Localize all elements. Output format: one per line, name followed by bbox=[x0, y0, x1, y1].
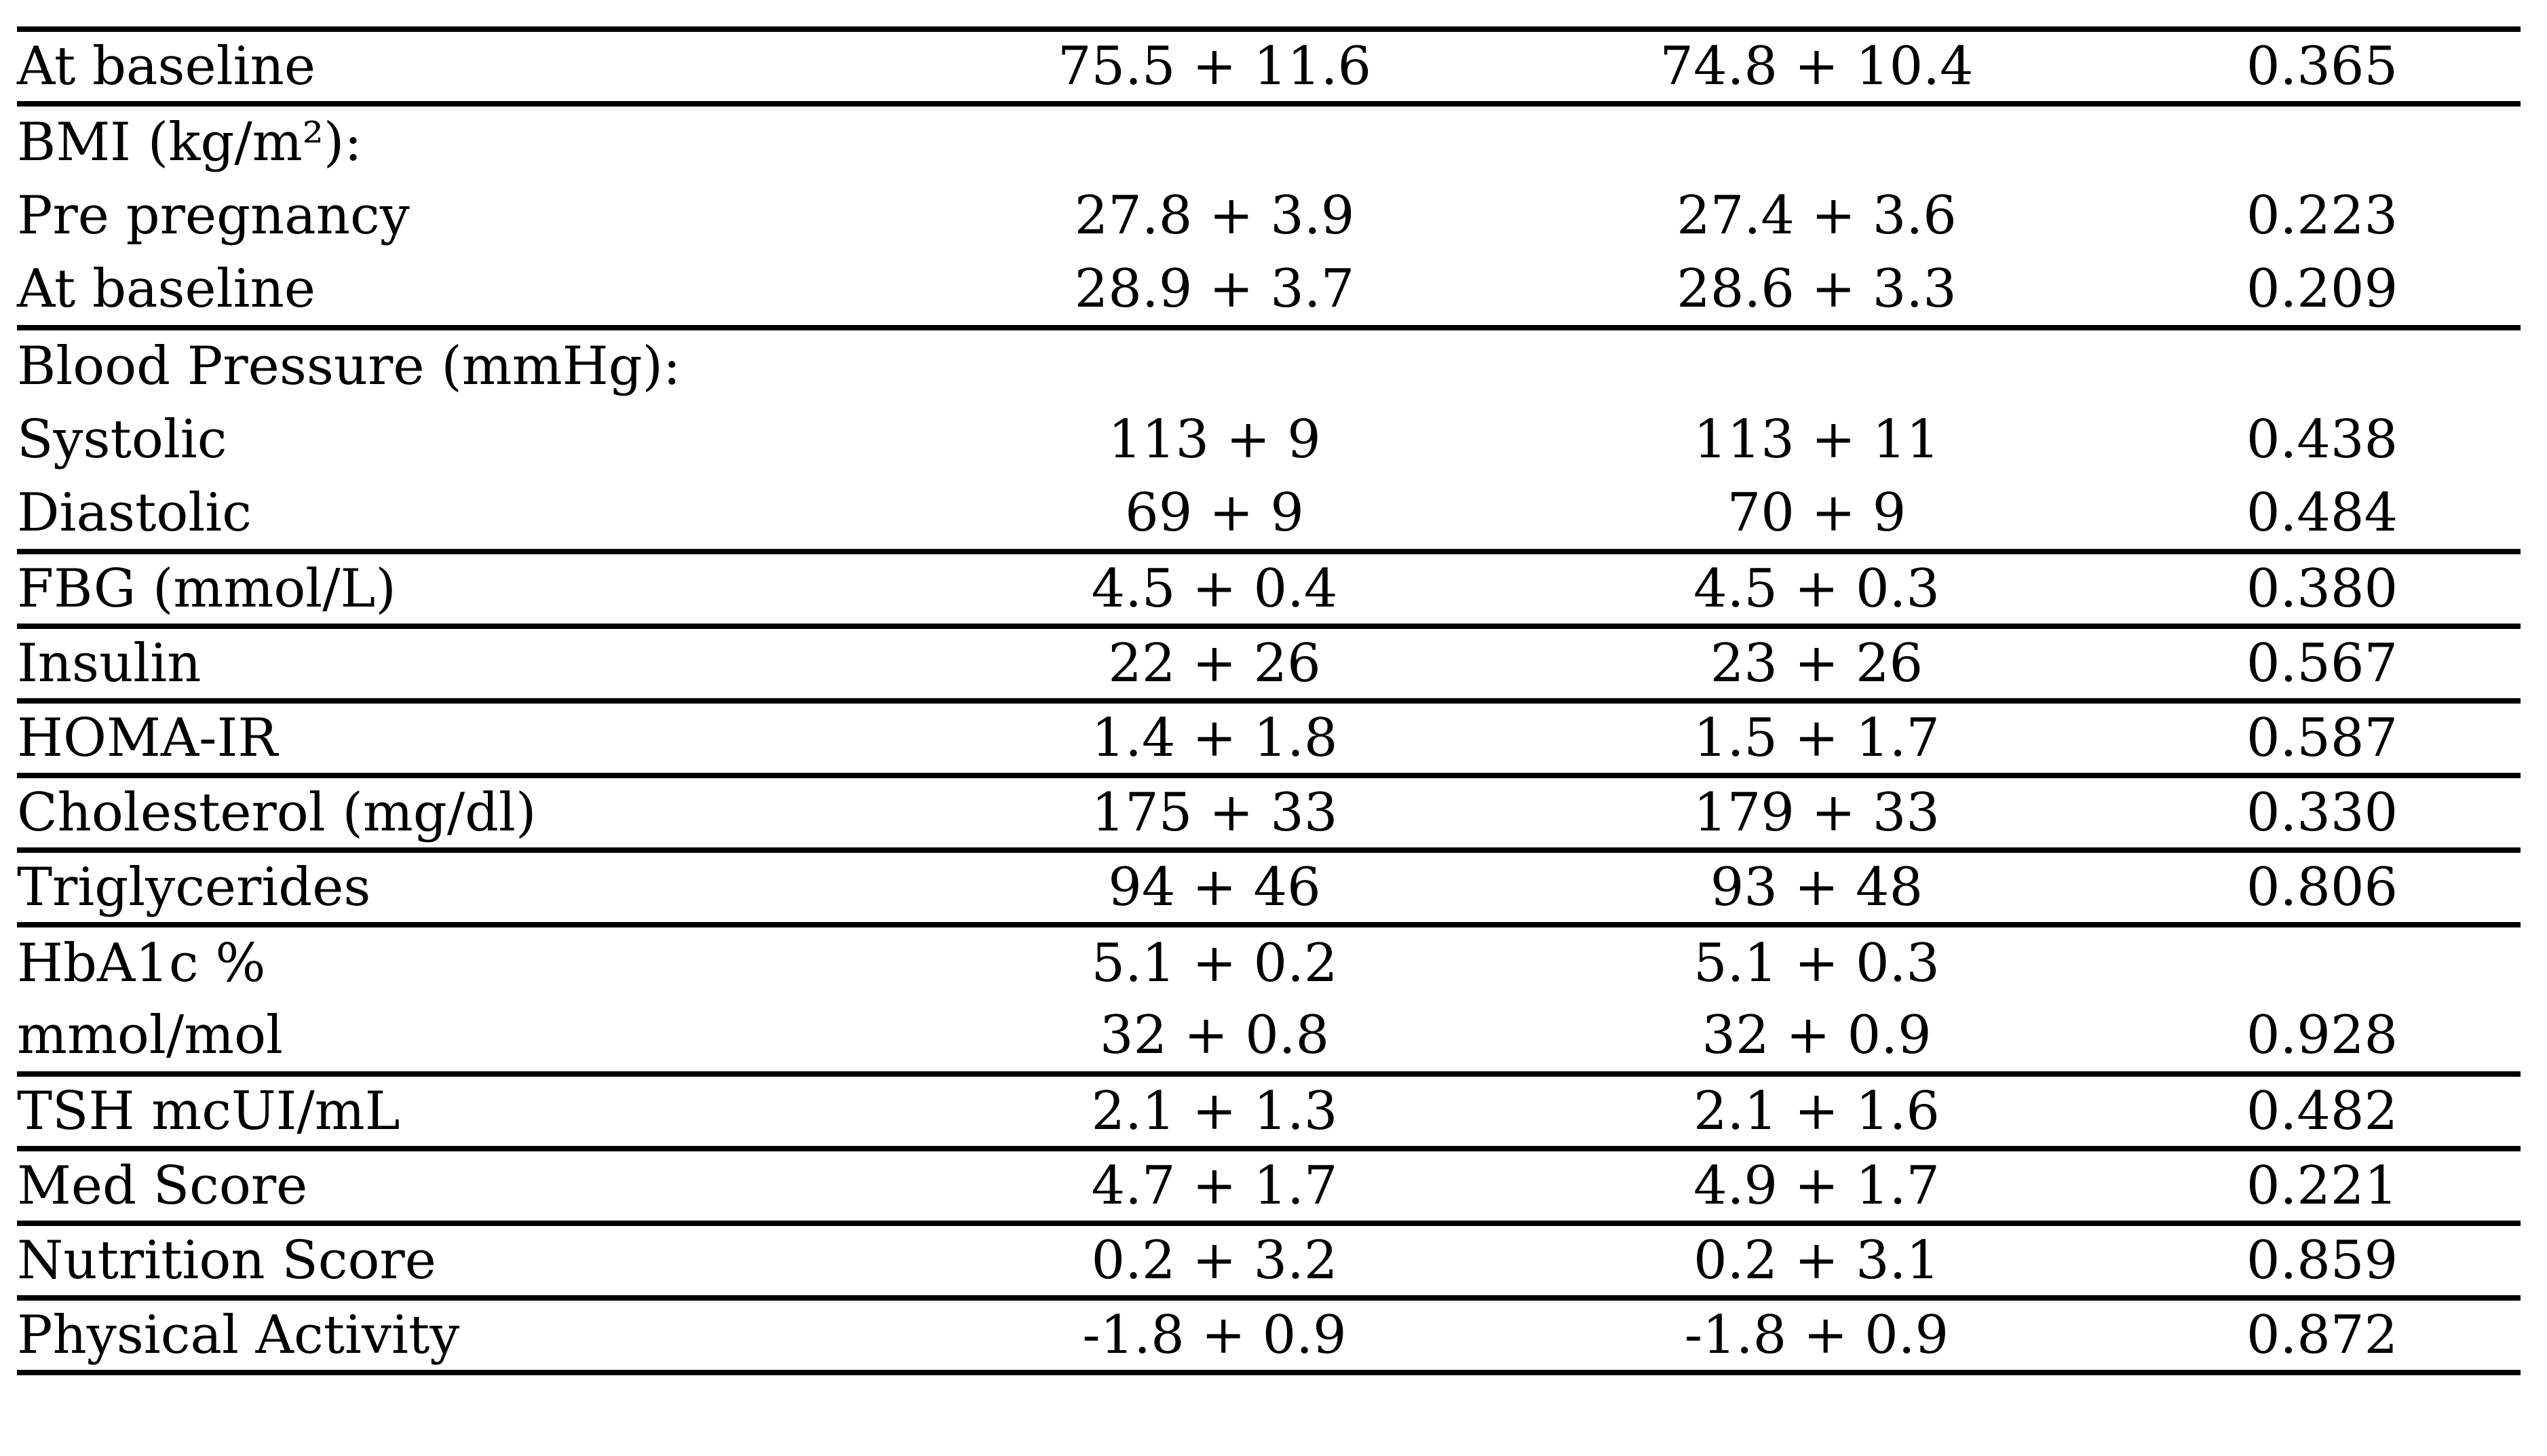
group2-value: 74.8 + 10.4 bbox=[1660, 36, 1974, 97]
parameter-label: Insulin bbox=[17, 624, 919, 701]
group2-value: 2.1 + 1.6 bbox=[1510, 1071, 2124, 1149]
group1-value bbox=[919, 101, 1510, 178]
table-row: Nutrition Score 0.2 + 3.2 0.2 + 3.1 0.85… bbox=[17, 1221, 2521, 1298]
group1-value: 32 + 0.8 bbox=[1099, 1005, 1330, 1066]
group2-value: 70 + 9 bbox=[1727, 482, 1907, 543]
parameter-label: At baseline bbox=[17, 36, 316, 97]
table-row-section-header: Blood Pressure (mmHg): bbox=[17, 325, 2521, 402]
table-row: Insulin 22 + 26 23 + 26 0.567 bbox=[17, 624, 2521, 701]
parameter-label: Triglycerides bbox=[17, 847, 919, 925]
p-value: 0.209 bbox=[2246, 258, 2398, 320]
group1-value: 94 + 46 bbox=[919, 847, 1510, 925]
table-row: FBG (mmol/L) 4.5 + 0.4 4.5 + 0.3 0.380 bbox=[17, 549, 2521, 626]
parameter-label: mmol/mol bbox=[17, 1005, 283, 1066]
p-value: 0.928 bbox=[2246, 1005, 2398, 1066]
table-row: At baseline 28.9 + 3.7 28.6 + 3.3 0.209 bbox=[17, 253, 2521, 328]
group2-value: 27.4 + 3.6 bbox=[1677, 185, 1957, 246]
group2-value: 23 + 26 bbox=[1510, 624, 2124, 701]
group2-value: 93 + 48 bbox=[1510, 847, 2124, 925]
table-row: At baseline 75.5 + 11.6 74.8 + 10.4 0.36… bbox=[17, 29, 2521, 104]
p-value: 0.587 bbox=[2124, 698, 2521, 775]
p-value: 0.380 bbox=[2124, 549, 2521, 626]
group1-value: -1.8 + 0.9 bbox=[919, 1295, 1510, 1373]
parameter-label: Physical Activity bbox=[17, 1295, 919, 1373]
parameter-label: Nutrition Score bbox=[17, 1221, 919, 1298]
parameter-label: TSH mcUI/mL bbox=[17, 1071, 919, 1149]
parameter-label: HOMA-IR bbox=[17, 698, 919, 775]
group1-value: 75.5 + 11.6 bbox=[1057, 36, 1372, 97]
table-row: HbA1c % 5.1 + 0.2 5.1 + 0.3 bbox=[17, 922, 2521, 999]
p-value: 0.806 bbox=[2124, 847, 2521, 925]
group2-value: 4.5 + 0.3 bbox=[1510, 549, 2124, 626]
group2-value: 1.5 + 1.7 bbox=[1510, 698, 2124, 775]
p-value: 0.438 bbox=[2246, 409, 2398, 470]
parameter-label: Med Score bbox=[17, 1146, 919, 1223]
group2-value: 0.2 + 3.1 bbox=[1510, 1221, 2124, 1298]
p-value: 0.482 bbox=[2124, 1071, 2521, 1149]
group1-value: 0.2 + 3.2 bbox=[919, 1221, 1510, 1298]
table-row: Pre pregnancy 27.8 + 3.9 27.4 + 3.6 0.22… bbox=[17, 178, 2521, 253]
table-row: Systolic 113 + 9 113 + 11 0.438 bbox=[17, 402, 2521, 477]
group1-value: 1.4 + 1.8 bbox=[919, 698, 1510, 775]
p-value: 0.221 bbox=[2124, 1146, 2521, 1223]
p-value: 0.330 bbox=[2124, 773, 2521, 850]
p-value: 0.223 bbox=[2246, 185, 2398, 246]
group2-value: 5.1 + 0.3 bbox=[1510, 922, 2124, 999]
p-value: 0.859 bbox=[2124, 1221, 2521, 1298]
group1-value: 22 + 26 bbox=[919, 624, 1510, 701]
p-value: 0.365 bbox=[2246, 36, 2398, 97]
table-row: TSH mcUI/mL 2.1 + 1.3 2.1 + 1.6 0.482 bbox=[17, 1071, 2521, 1149]
table-row: Cholesterol (mg/dl) 175 + 33 179 + 33 0.… bbox=[17, 773, 2521, 850]
results-table: At baseline 75.5 + 11.6 74.8 + 10.4 0.36… bbox=[17, 26, 2521, 1375]
group1-value: 69 + 9 bbox=[1125, 482, 1304, 543]
group1-value: 5.1 + 0.2 bbox=[919, 922, 1510, 999]
table-row: Med Score 4.7 + 1.7 4.9 + 1.7 0.221 bbox=[17, 1146, 2521, 1223]
p-value: 0.567 bbox=[2124, 624, 2521, 701]
table-row: Physical Activity -1.8 + 0.9 -1.8 + 0.9 … bbox=[17, 1295, 2521, 1373]
parameter-label: FBG (mmol/L) bbox=[17, 549, 919, 626]
parameter-label: Cholesterol (mg/dl) bbox=[17, 773, 919, 850]
table-row: Diastolic 69 + 9 70 + 9 0.484 bbox=[17, 477, 2521, 552]
group2-value: 4.9 + 1.7 bbox=[1510, 1146, 2124, 1223]
table-row: mmol/mol 32 + 0.8 32 + 0.9 0.928 bbox=[17, 999, 2521, 1074]
parameter-label: At baseline bbox=[17, 258, 316, 320]
p-value: 0.484 bbox=[2246, 482, 2398, 543]
group2-value bbox=[1510, 101, 2124, 178]
table-row: Triglycerides 94 + 46 93 + 48 0.806 bbox=[17, 847, 2521, 925]
parameter-label: Diastolic bbox=[17, 482, 252, 543]
group2-value: 32 + 0.9 bbox=[1702, 1005, 1932, 1066]
table-row: HOMA-IR 1.4 + 1.8 1.5 + 1.7 0.587 bbox=[17, 698, 2521, 775]
parameter-label: BMI (kg/m²): bbox=[17, 101, 919, 178]
group2-value: 179 + 33 bbox=[1510, 773, 2124, 850]
group1-value: 2.1 + 1.3 bbox=[919, 1071, 1510, 1149]
p-value bbox=[2124, 325, 2521, 402]
group2-value: 113 + 11 bbox=[1693, 409, 1940, 470]
p-value bbox=[2124, 922, 2521, 999]
group1-value: 113 + 9 bbox=[1108, 409, 1321, 470]
results-table-body: At baseline 75.5 + 11.6 74.8 + 10.4 0.36… bbox=[17, 29, 2521, 1373]
group2-value: -1.8 + 0.9 bbox=[1510, 1295, 2124, 1373]
p-value bbox=[2124, 101, 2521, 178]
table-row-section-header: BMI (kg/m²): bbox=[17, 101, 2521, 178]
p-value: 0.872 bbox=[2124, 1295, 2521, 1373]
group1-value: 4.7 + 1.7 bbox=[919, 1146, 1510, 1223]
group2-value: 28.6 + 3.3 bbox=[1677, 258, 1957, 320]
group1-value: 28.9 + 3.7 bbox=[1074, 258, 1355, 320]
parameter-label: Systolic bbox=[17, 409, 227, 470]
group1-value: 4.5 + 0.4 bbox=[919, 549, 1510, 626]
group1-value bbox=[919, 325, 1510, 402]
parameter-label: Blood Pressure (mmHg): bbox=[17, 325, 919, 402]
parameter-label: Pre pregnancy bbox=[17, 185, 410, 246]
group2-value bbox=[1510, 325, 2124, 402]
parameter-label: HbA1c % bbox=[17, 922, 919, 999]
group1-value: 27.8 + 3.9 bbox=[1074, 185, 1355, 246]
group1-value: 175 + 33 bbox=[919, 773, 1510, 850]
